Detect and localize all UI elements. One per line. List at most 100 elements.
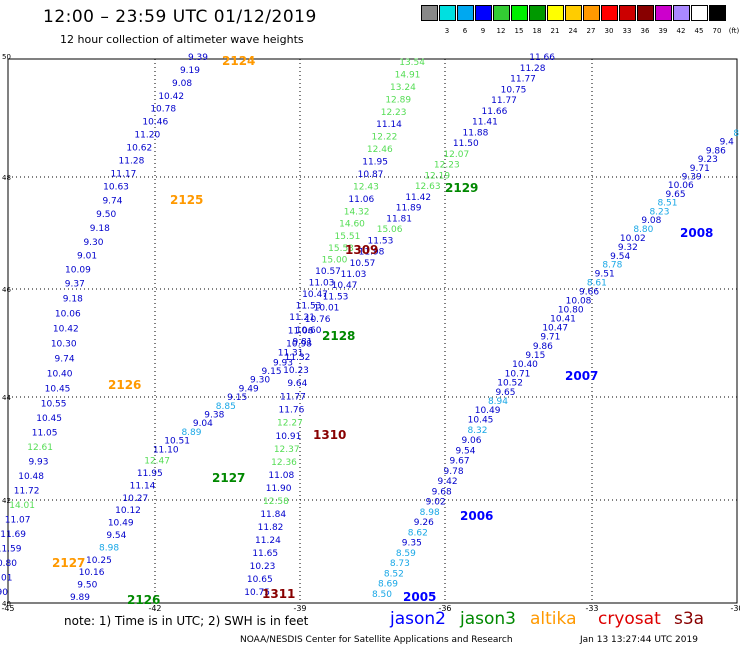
scale-swatch xyxy=(619,5,636,21)
wave-height-value: 10.52 xyxy=(497,379,523,389)
wave-height-value: 8.51 xyxy=(657,199,677,209)
wave-height-value: 15.00 xyxy=(322,255,348,265)
pass-number-label: 2128 xyxy=(322,329,355,343)
wave-height-value: 11.41 xyxy=(472,118,498,128)
wave-height-value: 9.39 xyxy=(682,173,702,183)
wave-height-value: 10.90 xyxy=(0,588,8,598)
wave-height-value: 9.18 xyxy=(63,294,83,304)
wave-height-value: 11.03 xyxy=(341,270,367,280)
wave-height-value: 8.80 xyxy=(633,225,653,235)
wave-height-value: 10.57 xyxy=(350,259,376,269)
wave-height-value: 9.65 xyxy=(666,190,686,200)
wave-height-value: 11.53 xyxy=(296,302,322,312)
scale-label: 9 xyxy=(480,27,486,35)
wave-height-value: 11.84 xyxy=(260,510,286,520)
wave-height-value: 10.42 xyxy=(158,92,184,102)
wave-height-value: 15.06 xyxy=(377,225,403,235)
wave-height-value: 11.20 xyxy=(134,131,160,141)
wave-height-value: 11.28 xyxy=(119,157,145,167)
wave-height-value: 11.14 xyxy=(376,120,402,130)
wave-height-value: 10.57 xyxy=(315,267,341,277)
wave-height-value: 12.58 xyxy=(263,497,289,507)
wave-height-value: 10.91 xyxy=(276,432,302,442)
wave-height-value: 11.32 xyxy=(285,353,311,363)
wave-height-value: 10.01 xyxy=(314,304,340,314)
wave-height-value: 10.71 xyxy=(505,369,531,379)
wave-height-value: 12.47 xyxy=(144,457,170,467)
wave-height-value: 9.74 xyxy=(102,196,122,206)
wave-height-value: 9.37 xyxy=(65,279,85,289)
legend-altika: altika xyxy=(530,609,577,629)
scale-label: 3 xyxy=(444,27,450,35)
scale-label: 15 xyxy=(514,27,524,35)
scale-label: 30 xyxy=(604,27,614,35)
scale-label: 39 xyxy=(658,27,668,35)
pass-number-label: 1311 xyxy=(262,587,295,601)
wave-height-value: 10.80 xyxy=(0,559,17,569)
scale-label: 21 xyxy=(550,27,560,35)
wave-height-value: 12.23 xyxy=(434,161,460,171)
scale-swatch xyxy=(655,5,672,21)
longitude-label: -42 xyxy=(148,604,161,613)
wave-height-value: 10.06 xyxy=(668,181,694,191)
footer-timestamp: Jan 13 13:27:44 UTC 2019 xyxy=(580,635,698,645)
scale-swatch xyxy=(547,5,564,21)
wave-height-value: 8.98 xyxy=(99,543,119,553)
wave-height-value: 11.77 xyxy=(280,392,306,402)
map-title: 12:00 – 23:59 UTC 01/12/2019 xyxy=(43,7,317,27)
wave-height-value: 9.86 xyxy=(533,342,553,352)
wave-height-value: 11.31 xyxy=(278,349,304,359)
legend-cryosat: cryosat xyxy=(598,609,661,629)
wave-height-value: 11.76 xyxy=(279,406,305,416)
wave-height-value: 9.65 xyxy=(495,388,515,398)
wave-height-value: 10.47 xyxy=(542,324,568,334)
wave-height-value: 10.98 xyxy=(286,340,312,350)
wave-height-value: 9.42 xyxy=(438,477,458,487)
wave-height-value: 9.68 xyxy=(432,488,452,498)
scale-swatch xyxy=(439,5,456,21)
wave-height-value: 10.78 xyxy=(150,105,176,115)
wave-height-value: 11.06 xyxy=(348,195,374,205)
wave-height-value: 8.98 xyxy=(420,508,440,518)
wave-height-value: 9.86 xyxy=(706,146,726,156)
wave-height-value: 11.69 xyxy=(0,530,26,540)
wave-height-value: 10.40 xyxy=(512,360,538,370)
wave-height-value: 9.26 xyxy=(414,518,434,528)
scale-unit: (ft) xyxy=(728,27,740,35)
wave-height-value: 9.39 xyxy=(188,53,208,63)
wave-height-value: 8.50 xyxy=(372,590,392,600)
wave-height-value: 10.80 xyxy=(558,306,584,316)
wave-height-value: 8.23 xyxy=(649,207,669,217)
latitude-label: 46 xyxy=(2,286,11,294)
wave-height-value: 11.88 xyxy=(463,128,489,138)
wave-height-value: 11.08 xyxy=(268,471,294,481)
wave-height-value: 15.53 xyxy=(328,244,354,254)
wave-height-value: 11.95 xyxy=(137,469,163,479)
wave-height-value: 9.89 xyxy=(70,593,90,603)
wave-height-value: 12.61 xyxy=(27,443,53,453)
scale-swatch xyxy=(637,5,654,21)
wave-height-value: 13.54 xyxy=(399,58,425,68)
wave-height-value: 10.75 xyxy=(244,588,270,598)
longitude-label: -39 xyxy=(293,604,306,613)
scale-swatch xyxy=(457,5,474,21)
pass-number-label: 2008 xyxy=(680,226,713,240)
wave-height-value: 9.78 xyxy=(444,467,464,477)
scale-swatch xyxy=(565,5,582,21)
wave-height-value: 11.77 xyxy=(510,75,536,85)
pass-number-label: 2125 xyxy=(170,193,203,207)
scale-swatch xyxy=(691,5,708,21)
wave-height-value: 9.93 xyxy=(28,457,48,467)
wave-height-value: 8.94 xyxy=(488,397,508,407)
wave-height-value: 12.23 xyxy=(381,108,407,118)
header: 12:00 – 23:59 UTC 01/12/2019 12 hour col… xyxy=(0,0,740,55)
wave-height-value: 10.76 xyxy=(305,315,331,325)
wave-height-value: 9.71 xyxy=(690,164,710,174)
wave-height-value: 12.89 xyxy=(385,95,411,105)
wave-height-value: 11.50 xyxy=(453,139,479,149)
wave-height-value: 8. xyxy=(733,129,740,139)
wave-height-value: 10.45 xyxy=(36,414,62,424)
longitude-label: -45 xyxy=(1,604,14,613)
